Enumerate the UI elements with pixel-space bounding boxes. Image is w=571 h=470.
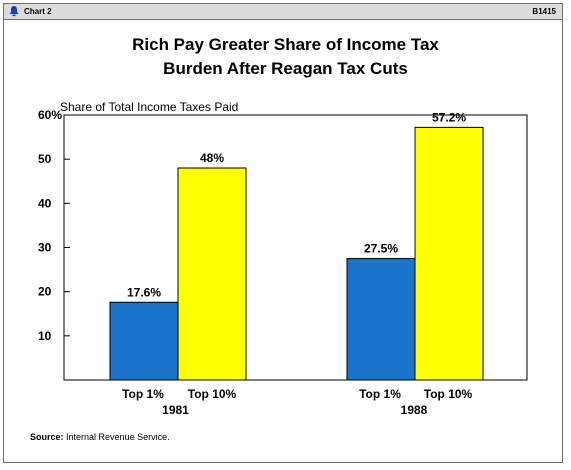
y-tick-label: 20 <box>38 285 52 299</box>
chart-number: Chart 2 <box>24 7 52 16</box>
chart-title: Rich Pay Greater Share of Income Tax <box>132 35 439 54</box>
source-text: Internal Revenue Service. <box>66 432 170 442</box>
x-category-label: Top 1% <box>122 387 164 401</box>
source-note: Source: Internal Revenue Service. <box>30 432 170 442</box>
chart-title-line2: Burden After Reagan Tax Cuts <box>163 59 408 78</box>
source-label: Source: <box>30 432 64 442</box>
data-label: 27.5% <box>364 242 398 256</box>
y-tick-label: 10 <box>38 329 52 343</box>
bell-icon <box>9 6 19 17</box>
y-tick-label: 60% <box>38 108 62 122</box>
data-label: 48% <box>200 151 224 165</box>
x-group-label: 1981 <box>162 403 189 417</box>
x-group-label: 1988 <box>401 403 428 417</box>
bar <box>346 258 416 381</box>
x-category-label: Top 10% <box>188 387 237 401</box>
x-category-label: Top 1% <box>359 387 401 401</box>
bar <box>177 167 247 381</box>
bar <box>414 126 484 381</box>
x-category-label: Top 10% <box>424 387 473 401</box>
y-tick-label: 50 <box>38 152 52 166</box>
y-axis-label: Share of Total Income Taxes Paid <box>60 100 239 114</box>
y-tick-label: 30 <box>38 241 52 255</box>
chart-code: B1415 <box>532 7 556 16</box>
y-tick-label: 40 <box>38 196 52 210</box>
data-label: 57.2% <box>432 110 466 124</box>
data-label: 17.6% <box>127 285 161 299</box>
bar <box>109 301 179 381</box>
header-bar: Chart 2 B1415 <box>4 4 562 20</box>
